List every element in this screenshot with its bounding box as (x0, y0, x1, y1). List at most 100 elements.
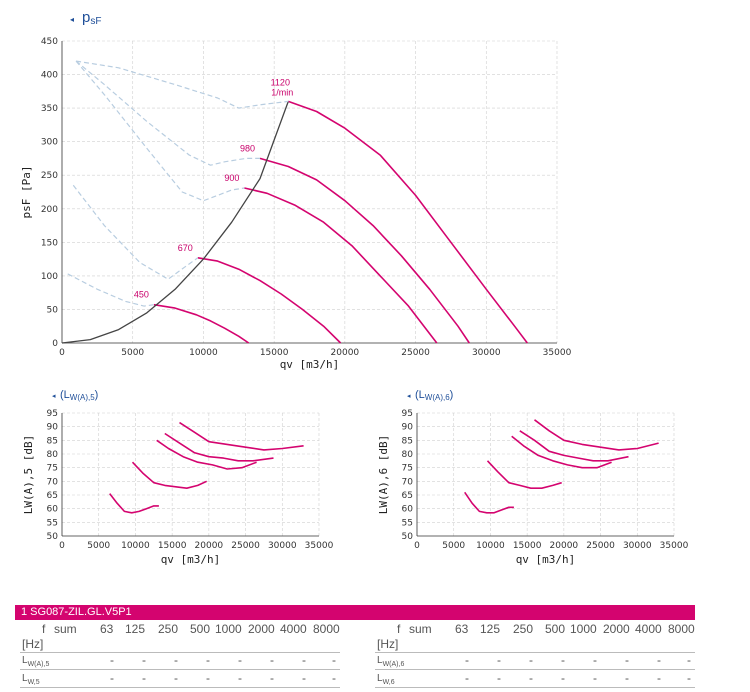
limit-curve (72, 184, 199, 280)
y-tick-label: 85 (47, 436, 58, 446)
y-tick-label: 100 (41, 272, 58, 282)
y-tick-label: 70 (47, 477, 59, 487)
col-f: f (397, 622, 401, 636)
lw5-chart: 0 5000 10000 15000 20000 25000 30000 35000 50 55 6… (22, 409, 334, 566)
y-tick-label: 90 (402, 423, 414, 433)
row-value-63: - (142, 671, 146, 685)
unit-hz: [Hz] (22, 637, 44, 651)
col-sum: sum (54, 622, 77, 636)
lw6-chart-marker: ◂ (407, 393, 411, 400)
main-chart-title: p (82, 9, 90, 26)
series-line (534, 419, 659, 451)
col-2000: 2000 (603, 622, 630, 636)
system-curve (61, 101, 289, 344)
row-value-4000: - (332, 671, 336, 685)
y-tick-label: 85 (402, 436, 413, 446)
row-value-4000: - (332, 653, 336, 667)
x-tick-label: 25000 (231, 541, 260, 551)
row-value-63: - (142, 653, 146, 667)
x-tick-label: 30000 (623, 541, 652, 551)
col-500: 500 (190, 622, 211, 636)
col-250: 250 (513, 622, 534, 636)
y-tick-label: 70 (402, 477, 414, 487)
series-line (156, 439, 257, 470)
row-value-4000: - (687, 653, 691, 667)
row-value-500: - (238, 653, 242, 667)
y-tick-label: 95 (402, 409, 413, 419)
lw6-chart-title-close: ) (450, 389, 454, 401)
speed-label: 900 (224, 173, 239, 183)
x-tick-label: 5000 (442, 541, 465, 551)
main-chart: 0 5000 10000 15000 20000 25000 30000 35000 0 50 10… (20, 37, 572, 371)
row-value-500: - (238, 671, 242, 685)
x-tick-label: 20000 (331, 348, 360, 358)
row-label-sub: W,5 (27, 679, 40, 686)
row-value-sum: - (465, 671, 469, 685)
x-tick-label: 20000 (195, 541, 224, 551)
row-value-250: - (206, 671, 210, 685)
series-line (179, 421, 304, 451)
speed-label: 670 (178, 243, 193, 253)
row-value-2000: - (657, 671, 661, 685)
y-tick-label: 80 (402, 450, 414, 460)
row-label-sub: W,6 (382, 679, 395, 686)
col-500: 500 (545, 622, 566, 636)
row-value-125: - (174, 653, 178, 667)
series-line (109, 493, 159, 514)
y-tick-label: 75 (47, 464, 58, 474)
row-value-1000: - (625, 671, 629, 685)
row-value-1000: - (625, 653, 629, 667)
y-tick-label: 50 (402, 532, 414, 542)
x-tick-label: 35000 (660, 541, 689, 551)
row-label: L (22, 673, 28, 684)
row-value-sum: - (465, 653, 469, 667)
x-tick-label: 15000 (260, 348, 289, 358)
x-tick-label: 15000 (158, 541, 187, 551)
x-tick-label: 35000 (305, 541, 334, 551)
series-line (131, 461, 208, 489)
x-tick-label: 0 (414, 541, 420, 551)
x-tick-label: 20000 (550, 541, 579, 551)
y-axis-label: LW(A),5 [dB] (22, 435, 35, 514)
x-tick-label: 15000 (513, 541, 542, 551)
row-value-2000: - (302, 653, 306, 667)
col-4000: 4000 (280, 622, 307, 636)
speed-label: 980 (240, 143, 255, 153)
y-tick-label: 400 (41, 71, 58, 81)
series-line (464, 491, 514, 514)
row-label: L (22, 655, 28, 666)
main-chart-title-sub: sF (90, 16, 101, 27)
col-125: 125 (480, 622, 501, 636)
row-label: L (377, 673, 383, 684)
series-line (511, 435, 612, 469)
series-line (486, 460, 562, 489)
lw6-chart-title: (L (415, 389, 425, 401)
y-tick-label: 65 (402, 491, 413, 501)
y-tick-label: 60 (402, 505, 414, 515)
limit-curve (76, 60, 289, 109)
table-header-row: f sum 63 125 250 500 1000 2000 4000 8000… (375, 622, 695, 653)
row-value-63: - (497, 671, 501, 685)
speed-label: 1120 (271, 77, 290, 87)
series-line (259, 157, 470, 344)
chart-canvas: ◂ psF ◂ (LW(A),5) ◂ (LW(A),6) 0 5000 10000… (20, 9, 689, 566)
col-4000: 4000 (635, 622, 662, 636)
row-value-500: - (593, 671, 597, 685)
series-line (164, 432, 274, 462)
x-tick-label: 25000 (401, 348, 430, 358)
x-tick-label: 30000 (268, 541, 297, 551)
y-tick-label: 80 (47, 450, 59, 460)
x-tick-label: 5000 (121, 348, 144, 358)
y-tick-label: 50 (47, 305, 59, 315)
x-tick-label: 35000 (543, 348, 572, 358)
row-value-63: - (497, 653, 501, 667)
table-row: LW,6 - - - - - - - - (375, 671, 695, 688)
series-line (197, 257, 342, 344)
x-axis-label: qv [m3/h] (161, 553, 221, 566)
limit-curve (75, 60, 245, 202)
sound-table-left: f sum 63 125 250 500 1000 2000 4000 8000… (20, 622, 340, 690)
y-tick-label: 300 (41, 138, 58, 148)
lw5-chart-title-close: ) (95, 389, 99, 401)
row-value-125: - (174, 671, 178, 685)
y-tick-label: 150 (41, 238, 58, 248)
